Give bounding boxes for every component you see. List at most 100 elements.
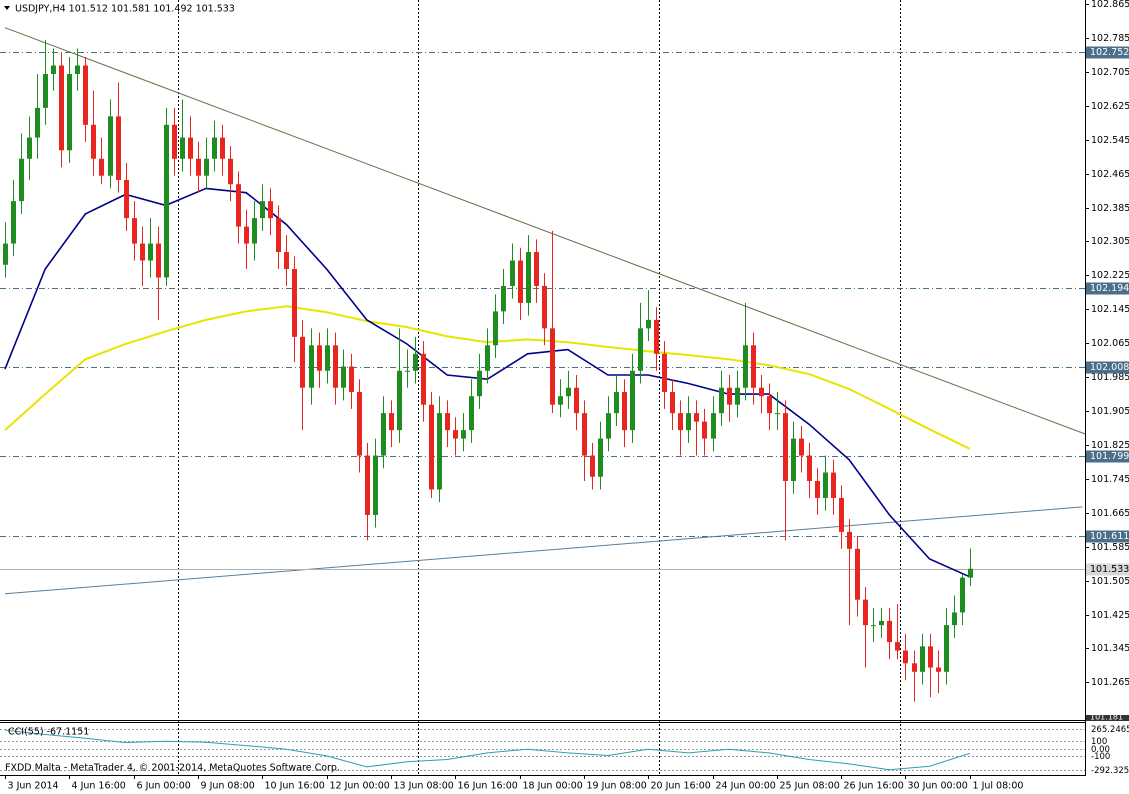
candle-body xyxy=(582,413,587,456)
y-tick-label: 101.985 xyxy=(1091,372,1129,383)
candle-body xyxy=(550,328,555,405)
candle-body xyxy=(413,353,418,371)
candle-body xyxy=(260,201,265,219)
y-tick-label: 102.065 xyxy=(1091,338,1129,349)
candle-body xyxy=(156,243,161,278)
candle-body xyxy=(912,663,917,672)
candle-body xyxy=(574,387,579,414)
chart-title: USDJPY,H4 101.512 101.581 101.492 101.53… xyxy=(15,4,235,15)
candle-body xyxy=(67,73,72,151)
candle-body xyxy=(75,65,80,74)
y-tick-label: 101.665 xyxy=(1091,508,1129,519)
candle-body xyxy=(960,577,965,613)
trend-line xyxy=(4,27,1085,435)
candle-body xyxy=(920,646,925,672)
candle-body xyxy=(702,421,707,439)
candle-body xyxy=(341,366,346,388)
candle-body xyxy=(99,158,104,176)
candle-body xyxy=(309,345,314,388)
candle-body xyxy=(614,391,619,414)
candle-body xyxy=(855,548,860,600)
candle-body xyxy=(180,137,185,159)
candle-body xyxy=(373,455,378,515)
candle-body xyxy=(11,201,16,244)
level-label: 102.194 xyxy=(1090,283,1129,294)
y-tick-label: 102.385 xyxy=(1091,203,1129,214)
y-tick-label: 101.425 xyxy=(1091,610,1129,621)
cci-tick-label: -100 xyxy=(1091,752,1110,762)
candle-body xyxy=(847,531,852,549)
candle-body xyxy=(815,480,820,498)
x-tick-label: 26 Jun 16:00 xyxy=(844,781,904,792)
candle-body xyxy=(895,642,900,651)
candle-body xyxy=(19,158,24,202)
indicator-title: CCI(55) -67.1151 xyxy=(8,727,89,738)
current-price-box xyxy=(1086,563,1129,576)
candle-body xyxy=(108,116,113,176)
candle-body xyxy=(839,497,844,532)
candle-body xyxy=(719,387,724,414)
candle-body xyxy=(116,116,121,180)
y-tick-label: 102.705 xyxy=(1091,67,1129,78)
candle-body xyxy=(485,345,490,371)
candle-body xyxy=(445,413,450,431)
candle-body xyxy=(268,201,273,219)
candle-body xyxy=(188,137,193,159)
x-tick-label: 20 Jun 16:00 xyxy=(651,781,711,792)
candle-body xyxy=(333,345,338,388)
cci-tick-label: -292.3253 xyxy=(1091,766,1129,776)
price-plot xyxy=(0,27,1085,702)
candle-body xyxy=(421,353,426,405)
level-label-box xyxy=(1086,46,1129,59)
candle-body xyxy=(477,370,482,397)
candle-body xyxy=(453,430,458,439)
level-label-box xyxy=(1086,450,1129,463)
candle-body xyxy=(397,370,402,431)
y-tick-label: 102.305 xyxy=(1091,236,1129,247)
candle-body xyxy=(791,438,796,481)
candle-body xyxy=(799,438,804,456)
candle-body xyxy=(542,285,547,329)
candle-body xyxy=(518,260,523,303)
y-tick-label: 102.625 xyxy=(1091,101,1129,112)
candle-body xyxy=(968,568,973,578)
candle-body xyxy=(236,184,241,227)
y-tick-label: 101.585 xyxy=(1091,542,1129,553)
candle-body xyxy=(389,413,394,431)
scale-bottom-box xyxy=(1086,715,1129,721)
candle-body xyxy=(51,65,56,74)
candle-body xyxy=(381,413,386,456)
candle-body xyxy=(124,179,129,219)
candle-body xyxy=(349,366,354,392)
candle-body xyxy=(670,391,675,414)
x-tick-label: 13 Jun 08:00 xyxy=(394,781,454,792)
y-tick-label: 101.825 xyxy=(1091,440,1129,451)
candle-body xyxy=(767,396,772,414)
y-tick-label: 102.145 xyxy=(1091,304,1129,315)
cci-tick-label: 100 xyxy=(1091,737,1107,747)
y-tick-label: 102.865 xyxy=(1091,0,1129,10)
candle-body xyxy=(863,599,868,626)
candle-body xyxy=(461,430,466,439)
candle-body xyxy=(59,65,64,151)
x-tick-label: 19 Jun 08:00 xyxy=(587,781,647,792)
candle-body xyxy=(944,625,949,672)
y-tick-label: 102.225 xyxy=(1091,270,1129,281)
candle-body xyxy=(43,73,48,108)
candle-body xyxy=(437,413,442,490)
candle-body xyxy=(936,667,941,672)
candle-body xyxy=(735,387,740,405)
candle-body xyxy=(775,413,780,415)
x-tick-label: 12 Jun 00:00 xyxy=(330,781,390,792)
level-label-box xyxy=(1086,361,1129,374)
x-tick-label: 24 Jun 00:00 xyxy=(716,781,776,792)
candle-body xyxy=(3,243,8,265)
footer: FXDD Malta - MetaTrader 4, © 2001-2014, … xyxy=(5,763,340,774)
x-tick-label: 6 Jun 00:00 xyxy=(137,781,191,792)
candle-body xyxy=(928,646,933,668)
candle-body xyxy=(83,65,88,125)
candle-body xyxy=(598,438,603,477)
candle-body xyxy=(686,413,691,431)
